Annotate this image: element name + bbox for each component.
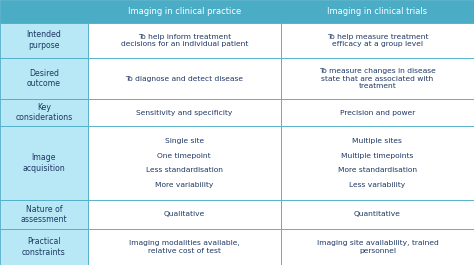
Bar [281, 0, 474, 23]
Bar [281, 58, 474, 99]
Bar [88, 200, 281, 229]
Bar [0, 229, 88, 265]
Bar [88, 0, 281, 23]
Bar [0, 58, 88, 99]
Text: Imaging in clinical practice: Imaging in clinical practice [128, 7, 241, 16]
Bar [281, 200, 474, 229]
Bar [0, 200, 88, 229]
Text: Intended
purpose: Intended purpose [27, 30, 61, 50]
Bar [0, 0, 88, 23]
Bar [88, 126, 281, 200]
Bar [88, 229, 281, 265]
Bar [88, 23, 281, 58]
Bar [0, 23, 88, 58]
Text: Nature of
assessment: Nature of assessment [20, 205, 67, 224]
Bar [281, 23, 474, 58]
Text: Imaging in clinical trials: Imaging in clinical trials [328, 7, 428, 16]
Text: Single site

One timepoint

Less standardisation

More variability: Single site One timepoint Less standardi… [146, 138, 223, 188]
Text: Sensitivity and specificity: Sensitivity and specificity [136, 110, 232, 116]
Bar [0, 99, 88, 126]
Text: Desired
outcome: Desired outcome [27, 69, 61, 89]
Text: Practical
constraints: Practical constraints [22, 237, 66, 257]
Bar [88, 99, 281, 126]
Bar [88, 58, 281, 99]
Bar [281, 126, 474, 200]
Text: To help inform treatment
decisions for an individual patient: To help inform treatment decisions for a… [120, 34, 248, 47]
Text: Image
acquisition: Image acquisition [22, 153, 65, 173]
Text: To measure changes in disease
state that are associated with
treatment: To measure changes in disease state that… [319, 68, 436, 89]
Text: Precision and power: Precision and power [340, 110, 415, 116]
Text: To help measure treatment
efficacy at a group level: To help measure treatment efficacy at a … [327, 34, 428, 47]
Text: Key
considerations: Key considerations [15, 103, 73, 122]
Text: Quantitative: Quantitative [354, 211, 401, 218]
Bar [281, 229, 474, 265]
Text: Qualitative: Qualitative [164, 211, 205, 218]
Text: Multiple sites

Multiple timepoints

More standardisation

Less variability: Multiple sites Multiple timepoints More … [338, 138, 417, 188]
Text: Imaging site availability, trained
personnel: Imaging site availability, trained perso… [317, 240, 438, 254]
Bar [281, 99, 474, 126]
Text: Imaging modalities available,
relative cost of test: Imaging modalities available, relative c… [129, 240, 240, 254]
Bar [0, 126, 88, 200]
Text: To diagnose and detect disease: To diagnose and detect disease [125, 76, 243, 82]
